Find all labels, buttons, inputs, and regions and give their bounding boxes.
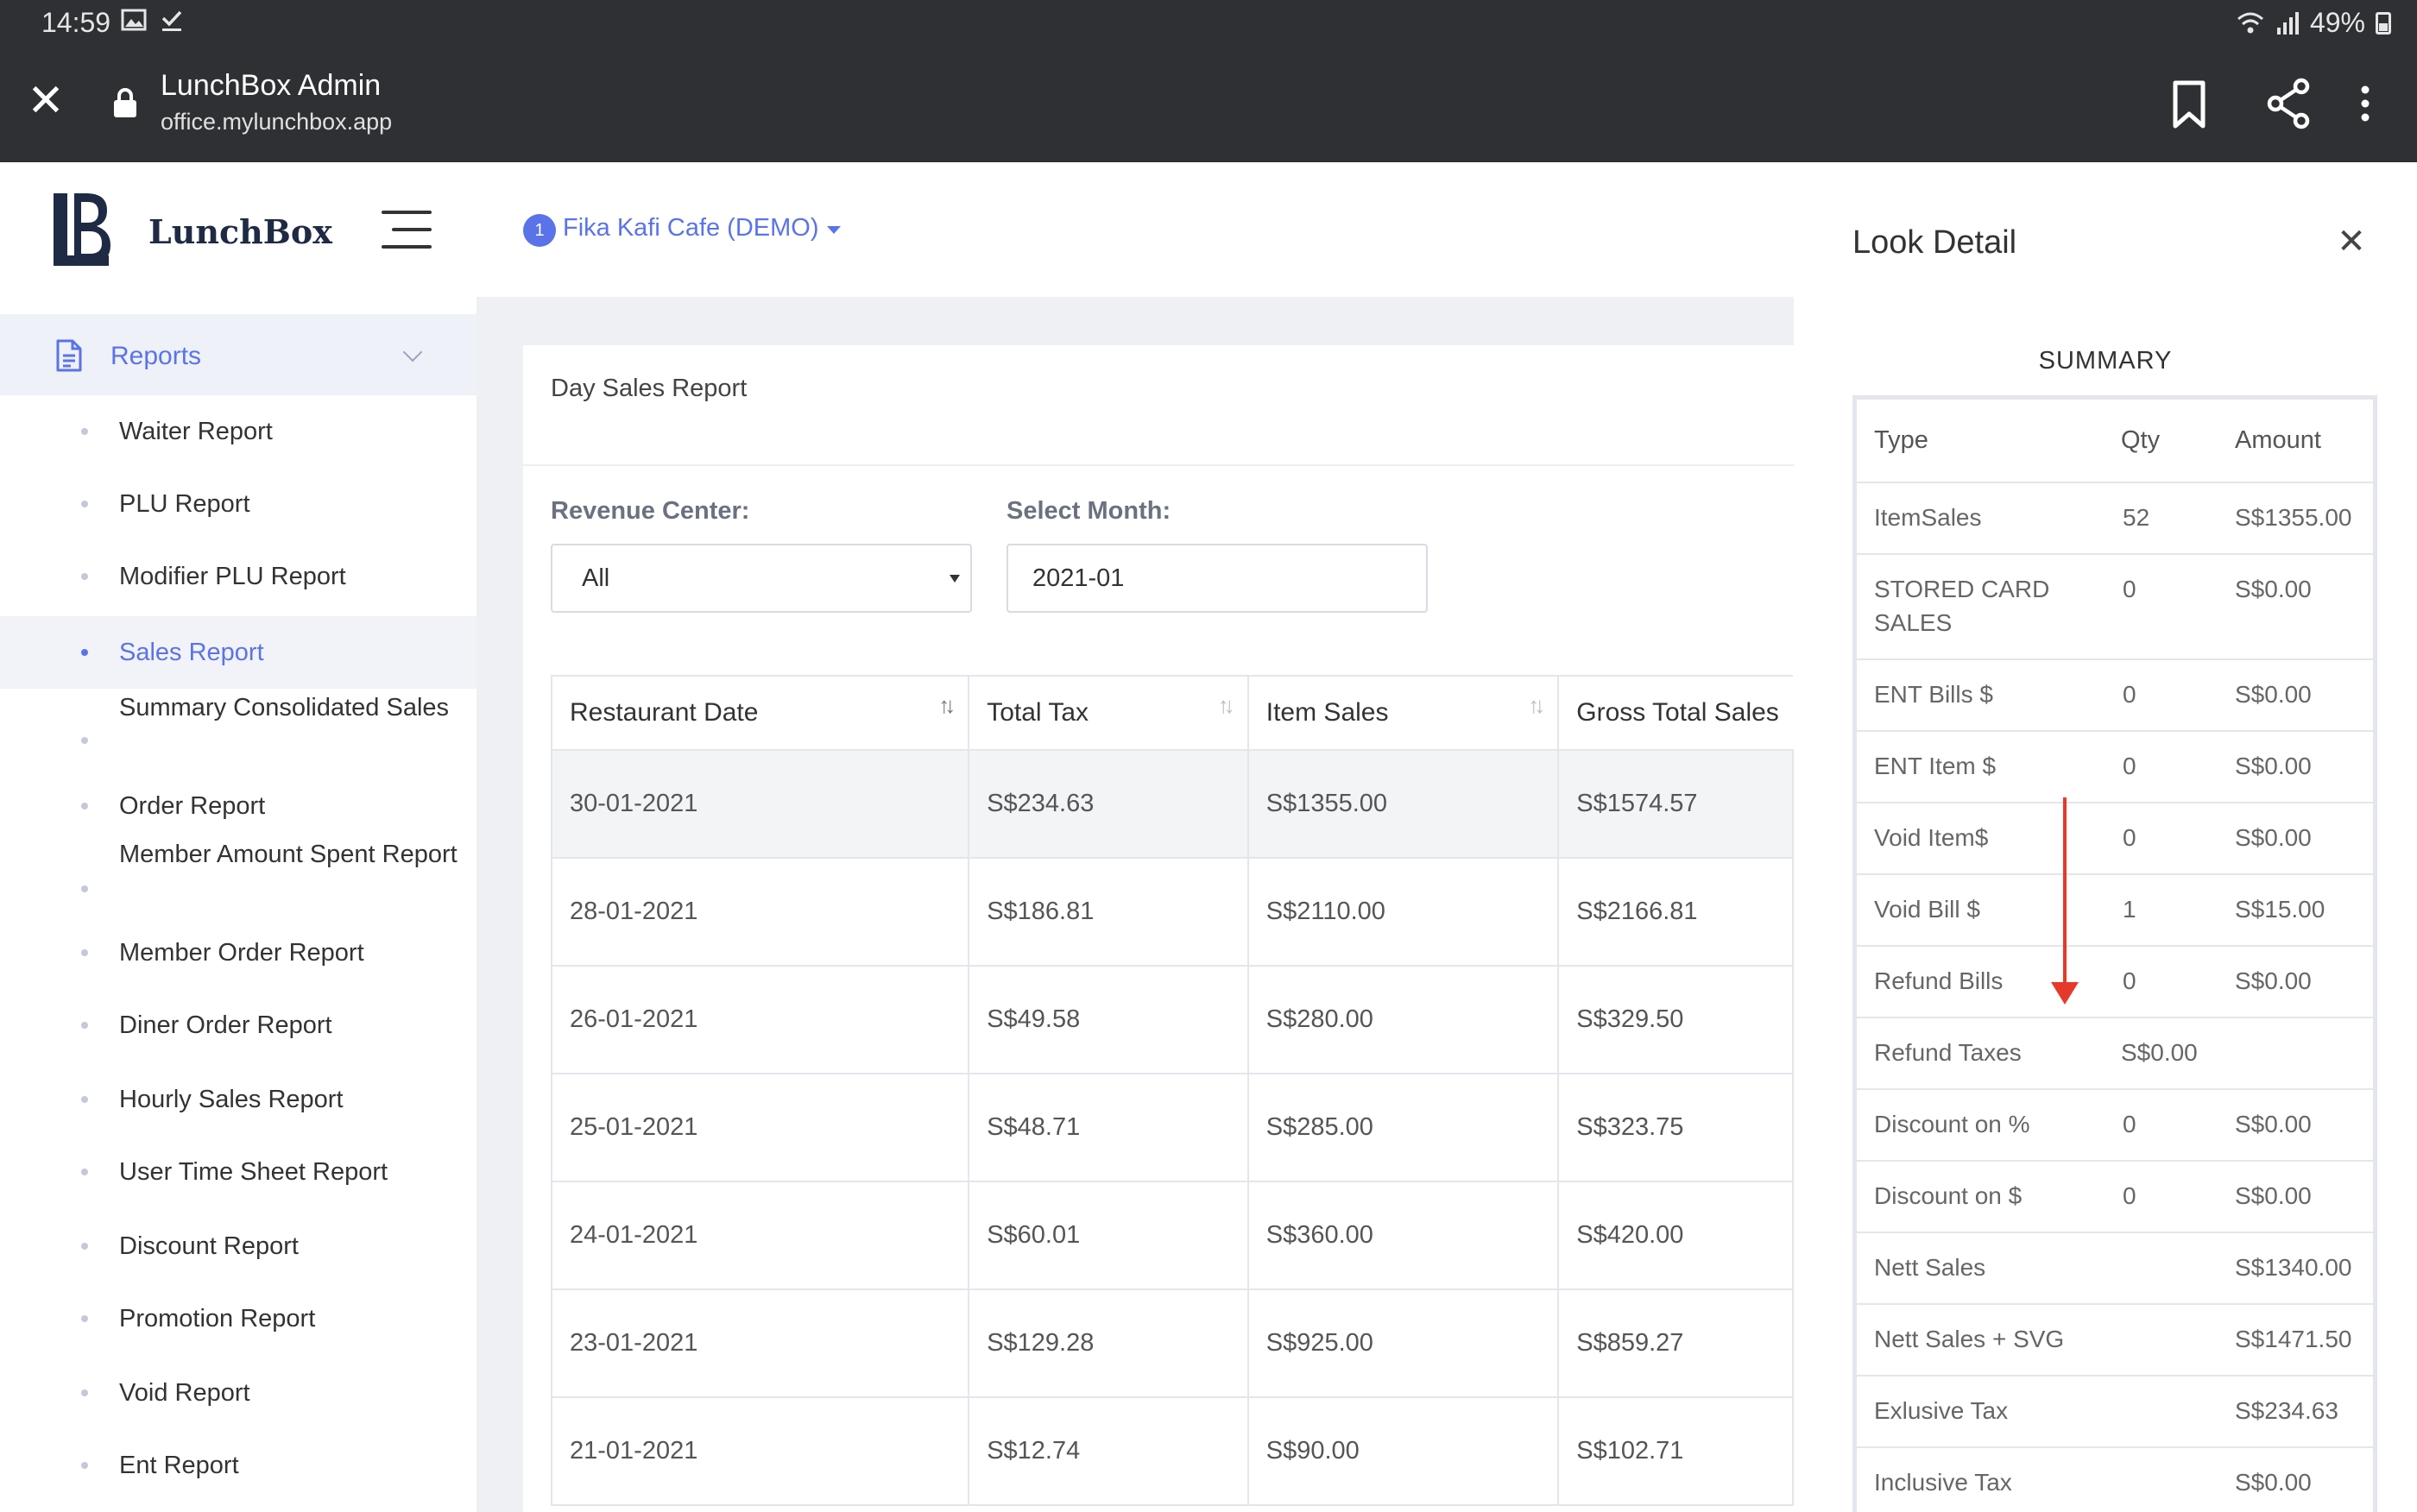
sidebar-item-sales-report[interactable]: Sales Report bbox=[0, 616, 476, 689]
sidebar-item-void-report[interactable]: Void Report bbox=[0, 1364, 476, 1433]
sidebar-item-reports[interactable]: Reports bbox=[0, 314, 476, 395]
download-done-icon bbox=[161, 10, 182, 31]
sort-icon[interactable]: ↑↓ bbox=[1528, 692, 1545, 718]
battery-level: 49% bbox=[2309, 7, 2365, 38]
battery-icon bbox=[2376, 11, 2391, 35]
sort-icon[interactable]: ↑↓ bbox=[938, 692, 956, 718]
sidebar-item-promotion-report[interactable]: Promotion Report bbox=[0, 1289, 476, 1358]
table-row[interactable]: 25-01-2021 S$48.71 S$285.00 S$323.75 bbox=[550, 1073, 1794, 1182]
sidebar-item-member-order-report[interactable]: Member Order Report bbox=[0, 923, 476, 992]
column-header-restaurant-date[interactable]: Restaurant Date ↑↓ bbox=[550, 675, 970, 751]
sidebar-item-order-report[interactable]: Order Report bbox=[0, 777, 476, 846]
summary-row: Refund Bills 0 S$0.00 bbox=[1857, 946, 2373, 1018]
summary-row: Inclusive Tax S$0.00 bbox=[1857, 1447, 2373, 1512]
column-header-amount: Amount bbox=[2218, 400, 2373, 483]
look-detail-panel: Look Detail ✕ SUMMARY Type Qty Amount It… bbox=[1794, 162, 2417, 1512]
table-row[interactable]: 23-01-2021 S$129.28 S$925.00 S$859.27 bbox=[550, 1288, 1794, 1398]
table-row[interactable]: 30-01-2021 S$234.63 S$1355.00 S$1574.57 bbox=[550, 749, 1794, 859]
sidebar-item-modifier-plu-report[interactable]: Modifier PLU Report bbox=[0, 540, 476, 613]
share-icon[interactable] bbox=[2262, 76, 2317, 131]
table-row[interactable]: 24-01-2021 S$60.01 S$360.00 S$420.00 bbox=[550, 1181, 1794, 1290]
annotation-arrow-head bbox=[2051, 982, 2079, 1005]
summary-row: Discount on % 0 S$0.00 bbox=[1857, 1089, 2373, 1162]
sidebar-section-label: Reports bbox=[110, 342, 202, 370]
summary-row: Void Item$ 0 S$0.00 bbox=[1857, 803, 2373, 875]
select-month-label: Select Month: bbox=[1007, 497, 1171, 525]
panel-title: Look Detail bbox=[1852, 224, 2017, 261]
sidebar: LunchBox Reports Waiter Report PLU Repor… bbox=[0, 162, 476, 1512]
sort-icon[interactable]: ↑↓ bbox=[1217, 692, 1235, 718]
chevron-down-icon bbox=[402, 342, 423, 362]
month-input[interactable]: 2021-01 bbox=[1007, 544, 1428, 613]
column-header-item-sales[interactable]: Item Sales ↑↓ bbox=[1246, 675, 1560, 751]
close-icon[interactable]: ✕ bbox=[2337, 223, 2366, 261]
summary-heading: SUMMARY bbox=[2038, 347, 2173, 375]
image-icon bbox=[121, 9, 147, 31]
lock-icon bbox=[112, 88, 138, 119]
summary-row: ENT Bills $0 S$0.00 bbox=[1857, 659, 2373, 732]
sidebar-item-member-amount-spent-report[interactable]: Member Amount Spent Report bbox=[0, 837, 476, 915]
day-sales-table: Restaurant Date ↑↓ Total Tax ↑↓ Item Sales… bbox=[550, 675, 1794, 1506]
restaurant-name: Fika Kafi Cafe (DEMO) bbox=[563, 214, 819, 242]
sidebar-item-user-time-sheet-report[interactable]: User Time Sheet Report bbox=[0, 1143, 476, 1212]
summary-row: Discount on $0 S$0.00 bbox=[1857, 1161, 2373, 1233]
sidebar-item-discount-report[interactable]: Discount Report bbox=[0, 1217, 476, 1286]
sidebar-item-ent-report[interactable]: Ent Report bbox=[0, 1436, 476, 1505]
bookmark-icon[interactable] bbox=[2161, 76, 2217, 131]
table-row[interactable]: 21-01-2021 S$12.74 S$90.00 S$102.71 bbox=[550, 1396, 1794, 1506]
close-tab-icon[interactable]: ✕ bbox=[27, 76, 65, 126]
sidebar-item-summary-consolidated-sales[interactable]: Summary Consolidated Sales bbox=[0, 690, 476, 766]
summary-row: Nett Sales + SVG S$1471.50 bbox=[1857, 1304, 2373, 1377]
revenue-center-label: Revenue Center: bbox=[551, 497, 750, 525]
status-bar: 14:59 49% bbox=[0, 0, 2417, 45]
sidebar-item-waiter-report[interactable]: Waiter Report bbox=[0, 395, 476, 468]
column-header-total-tax[interactable]: Total Tax ↑↓ bbox=[968, 675, 1249, 751]
more-options-icon[interactable] bbox=[2348, 76, 2382, 131]
column-header-qty: Qty bbox=[2104, 400, 2218, 483]
revenue-center-select[interactable]: All bbox=[551, 544, 972, 613]
summary-row: STORED CARD SALES 0 S$0.00 bbox=[1857, 554, 2373, 660]
summary-row: Exlusive Tax S$234.63 bbox=[1857, 1376, 2373, 1448]
summary-row: Void Bill $1 S$15.00 bbox=[1857, 874, 2373, 947]
divider bbox=[523, 464, 1794, 466]
lunchbox-logo-icon bbox=[54, 193, 110, 266]
summary-row: ENT Item $0 S$0.00 bbox=[1857, 731, 2373, 803]
summary-row: Refund Taxes S$0.00 bbox=[1857, 1017, 2373, 1090]
signal-icon bbox=[2276, 11, 2299, 35]
summary-table: Type Qty Amount ItemSales 52 S$1355.00 STO… bbox=[1857, 400, 2373, 1512]
sidebar-item-hourly-sales-report[interactable]: Hourly Sales Report bbox=[0, 1070, 476, 1139]
wifi-icon bbox=[2237, 12, 2263, 33]
top-bar: 1 Fika Kafi Cafe (DEMO) bbox=[476, 162, 1794, 297]
browser-page-title: LunchBox Admin bbox=[161, 69, 382, 102]
browser-toolbar: ✕ LunchBox Admin office.mylunchbox.app bbox=[0, 45, 2417, 162]
caret-down-icon bbox=[827, 226, 841, 234]
column-header-type: Type bbox=[1857, 400, 2104, 483]
sidebar-item-plu-report[interactable]: PLU Report bbox=[0, 468, 476, 540]
annotation-arrow bbox=[2063, 797, 2067, 989]
report-card: Day Sales Report Revenue Center: All Sel… bbox=[523, 345, 1794, 1512]
summary-row: ItemSales 52 S$1355.00 bbox=[1857, 482, 2373, 555]
table-row[interactable]: 28-01-2021 S$186.81 S$2110.00 S$2166.81 bbox=[550, 857, 1794, 967]
brand-name: LunchBox bbox=[148, 212, 332, 251]
status-time: 14:59 bbox=[41, 7, 111, 38]
caret-down-icon bbox=[950, 575, 960, 583]
menu-toggle-icon[interactable] bbox=[382, 211, 432, 249]
summary-table-container: Type Qty Amount ItemSales 52 S$1355.00 STO… bbox=[1852, 395, 2377, 1512]
summary-row: Nett Sales S$1340.00 bbox=[1857, 1232, 2373, 1305]
table-row[interactable]: 26-01-2021 S$49.58 S$280.00 S$329.50 bbox=[550, 965, 1794, 1074]
report-title: Day Sales Report bbox=[551, 375, 748, 402]
restaurant-count-badge: 1 bbox=[523, 214, 556, 247]
column-header-gross-total-sales[interactable]: Gross Total Sales bbox=[1557, 675, 1793, 751]
sidebar-item-diner-order-report[interactable]: Diner Order Report bbox=[0, 996, 476, 1065]
browser-url[interactable]: office.mylunchbox.app bbox=[161, 109, 393, 135]
document-icon bbox=[56, 339, 82, 372]
